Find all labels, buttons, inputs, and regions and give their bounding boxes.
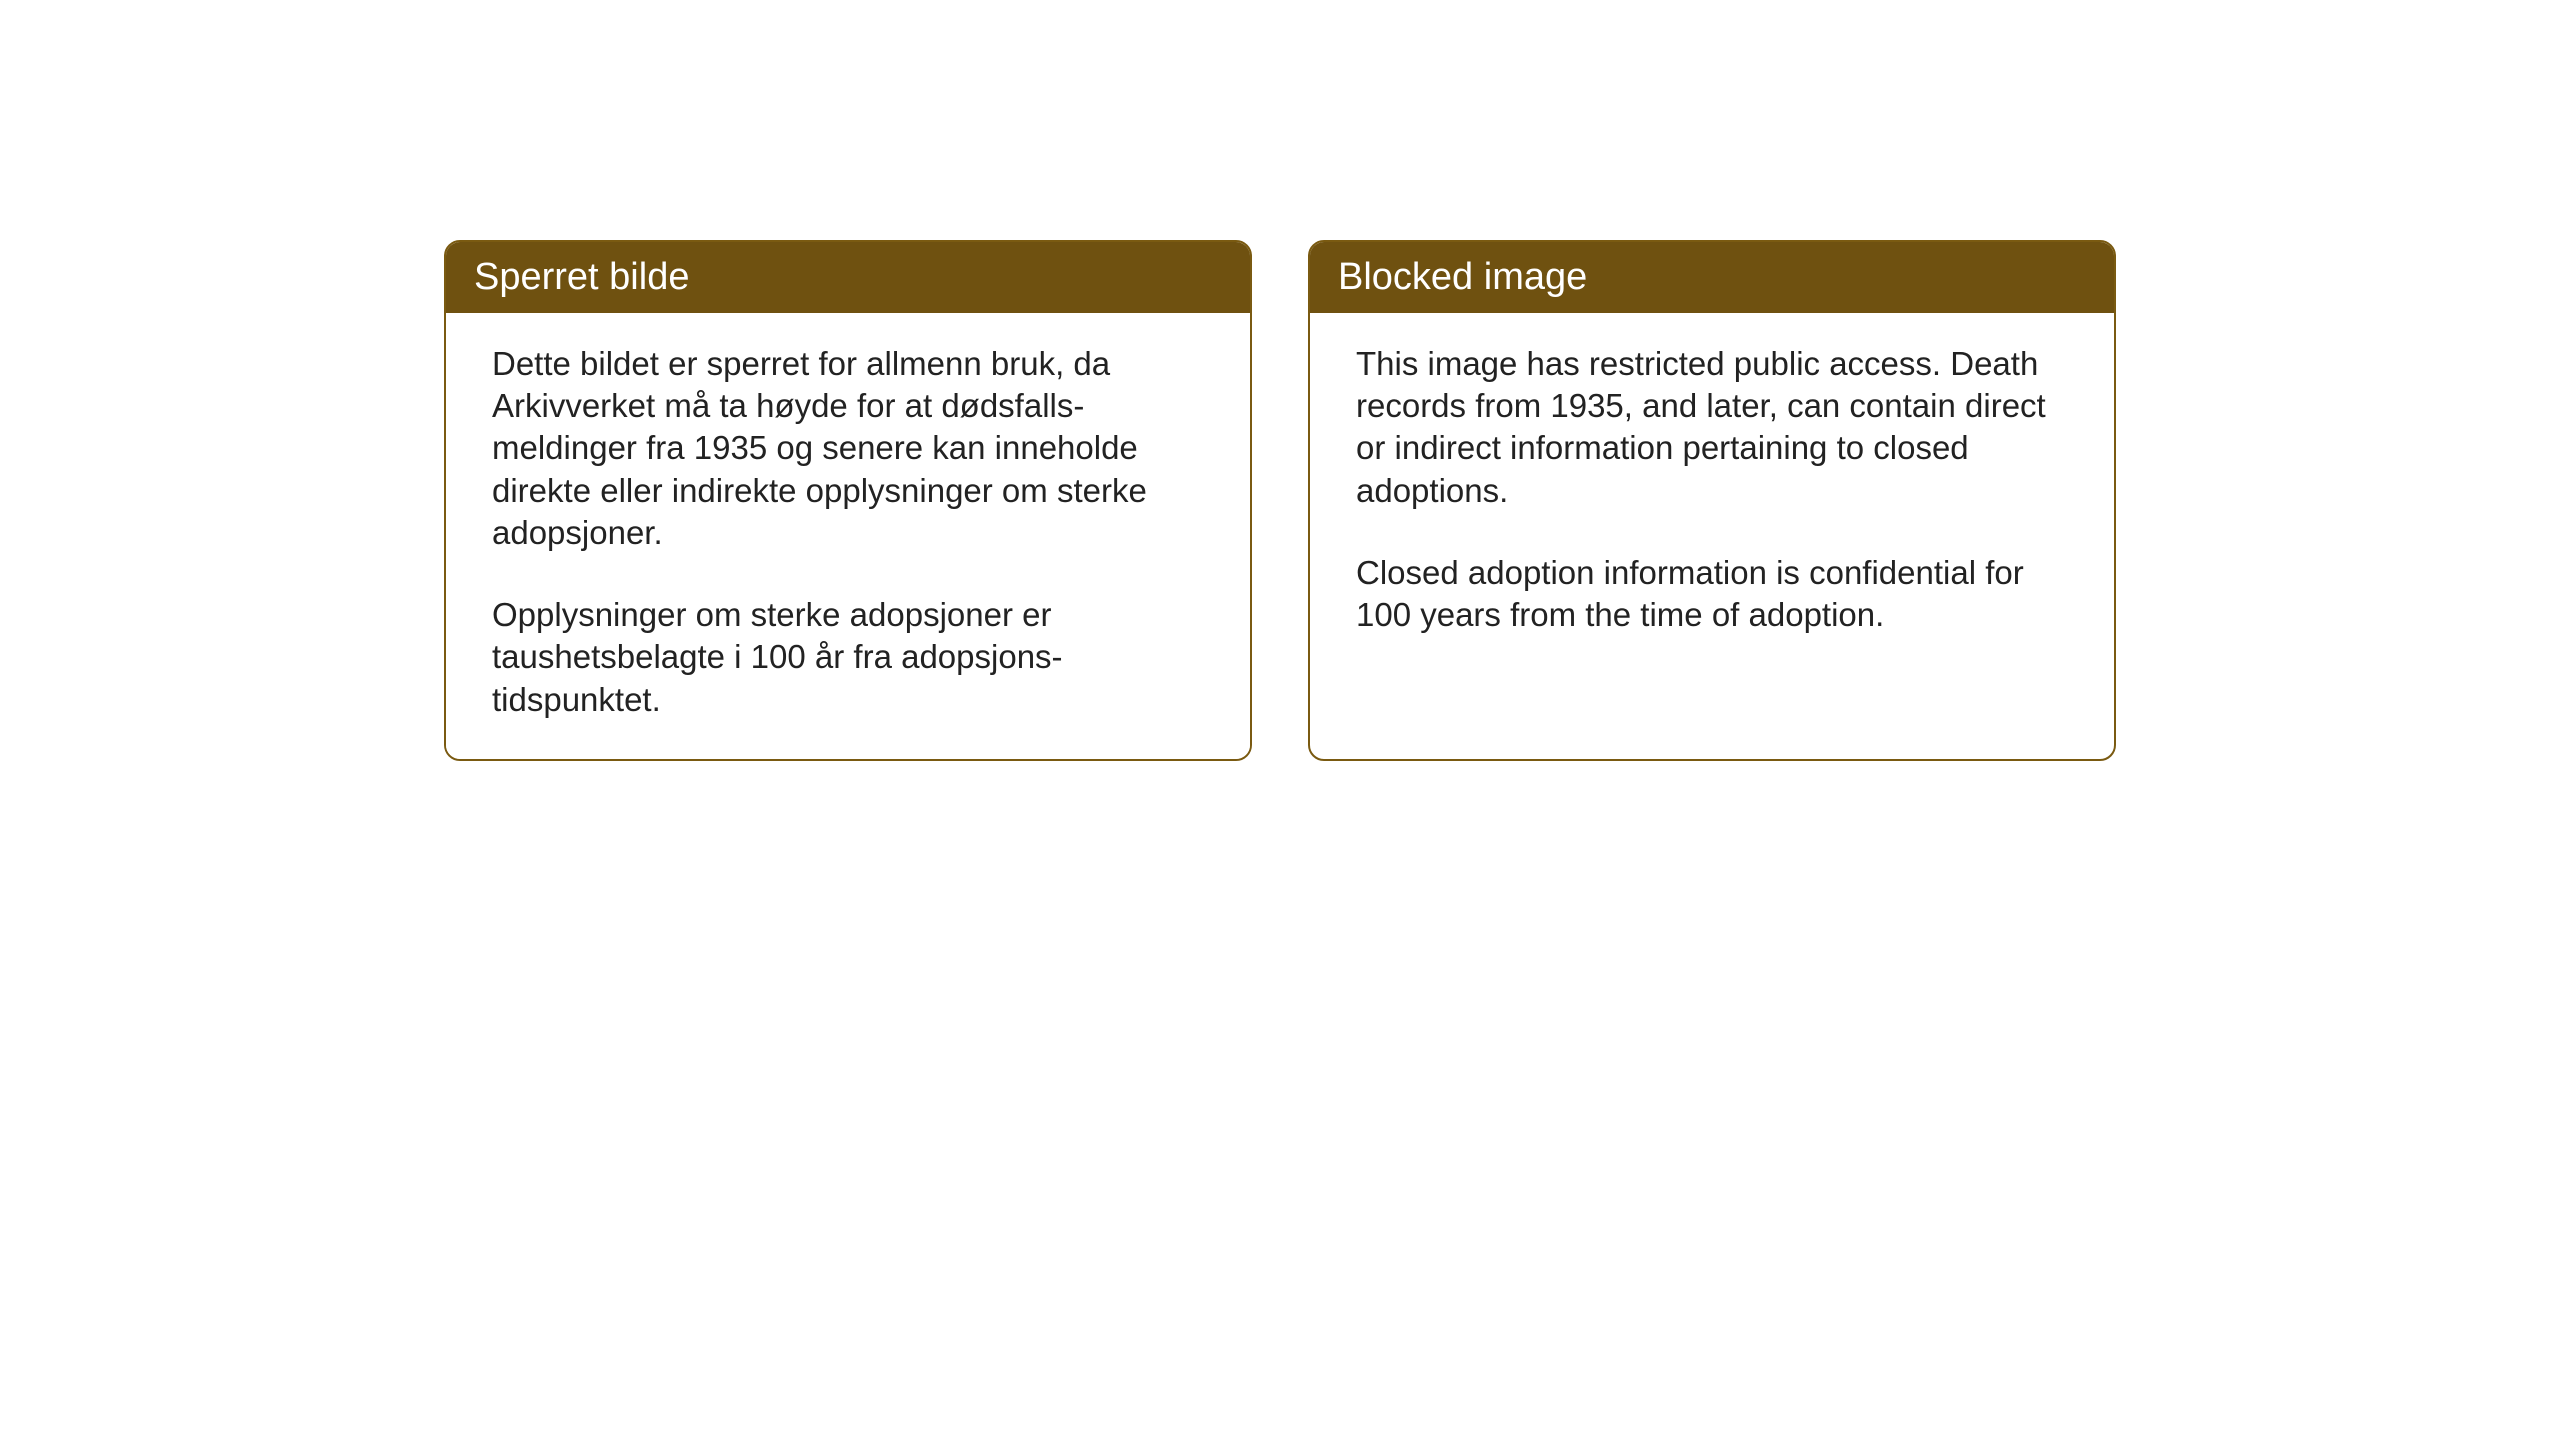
info-card-norwegian: Sperret bilde Dette bildet er sperret fo… [444, 240, 1252, 761]
info-card-english: Blocked image This image has restricted … [1308, 240, 2116, 761]
card-paragraph: This image has restricted public access.… [1356, 343, 2068, 512]
card-paragraph: Opplysninger om sterke adopsjoner er tau… [492, 594, 1204, 721]
card-header-norwegian: Sperret bilde [446, 242, 1250, 313]
card-body-english: This image has restricted public access.… [1310, 313, 2114, 716]
cards-container: Sperret bilde Dette bildet er sperret fo… [444, 240, 2560, 761]
card-body-norwegian: Dette bildet er sperret for allmenn bruk… [446, 313, 1250, 759]
card-header-english: Blocked image [1310, 242, 2114, 313]
card-paragraph: Closed adoption information is confident… [1356, 552, 2068, 636]
card-paragraph: Dette bildet er sperret for allmenn bruk… [492, 343, 1204, 554]
